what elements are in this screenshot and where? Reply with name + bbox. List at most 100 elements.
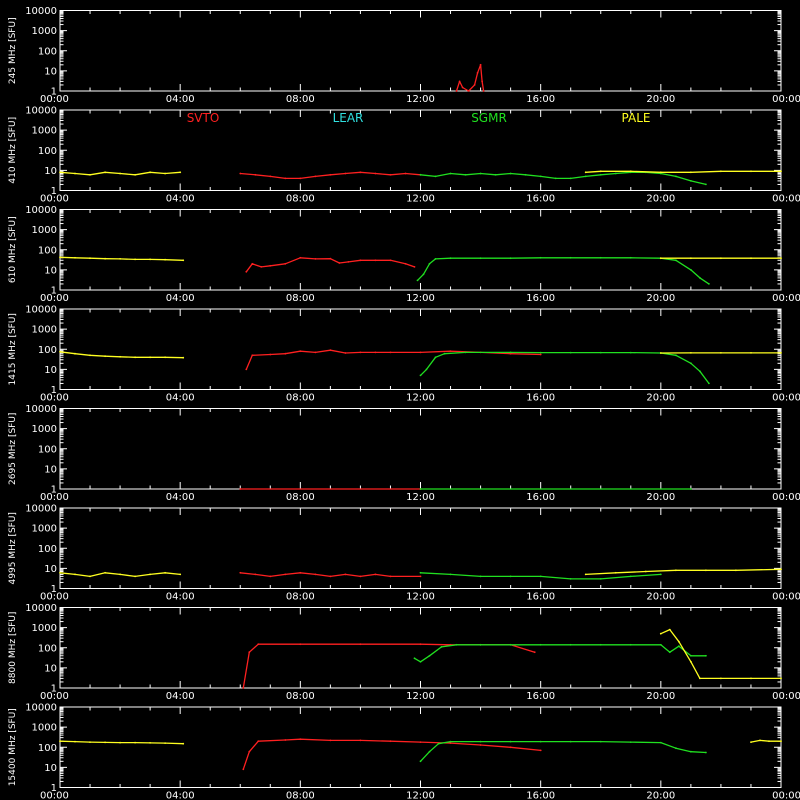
x-tick-label: 12:00 [406,791,435,800]
data-point-pale [104,741,106,744]
legend-pale: PALE [622,111,651,125]
x-tick-label: 16:00 [526,393,555,404]
data-point-sgmr [599,643,602,646]
data-point-pale [768,740,770,743]
series-line-pale [585,170,781,173]
data-point-svto [299,350,302,353]
x-tick-label: 20:00 [646,791,675,800]
data-point-svto [539,749,542,752]
data-point-sgmr [690,180,692,182]
data-point-sgmr [455,643,458,646]
x-tick-label: 04:00 [166,791,195,800]
data-point-svto [404,262,407,265]
data-point-pale [699,677,701,680]
data-point-sgmr [690,269,692,271]
x-tick-label: 16:00 [526,592,555,603]
data-point-sgmr [524,173,527,176]
data-point-pale [750,170,752,173]
data-point-sgmr [668,651,671,654]
data-point-pale [74,740,76,743]
x-tick-label: 04:00 [166,393,195,404]
data-point-svto [458,80,461,83]
data-point-sgmr [419,571,422,574]
data-point-svto [404,172,407,175]
data-point-sgmr [509,257,512,260]
data-point-sgmr [629,741,632,743]
x-tick-label: 00:00 [772,492,800,503]
data-point-sgmr [569,578,572,580]
x-tick-label: 20:00 [646,293,675,304]
data-point-pale [182,356,185,359]
x-tick-label: 08:00 [286,592,315,603]
data-point-svto [389,740,392,743]
data-point-svto [481,80,483,83]
data-point-pale [59,571,61,574]
series-line-svto [455,64,485,92]
data-point-sgmr [509,172,512,175]
y-axis-label: 15400 MHz [SFU] [8,708,18,786]
x-tick-label: 00:00 [772,691,800,702]
data-point-pale [119,172,121,175]
data-point-sgmr [443,352,446,355]
data-point-pale [750,352,752,354]
x-tick-label: 12:00 [406,592,435,603]
y-tick-label: 1000 [32,723,57,734]
x-tick-label: 20:00 [646,592,675,603]
x-tick-label: 20:00 [646,194,675,205]
data-point-sgmr [509,575,512,578]
panel-frame [59,308,782,390]
data-point-pale [182,259,185,262]
data-point-svto [269,575,272,578]
data-point-pale [134,258,137,261]
data-point-sgmr [449,573,452,576]
data-point-pale [182,742,185,745]
data-point-sgmr [569,351,572,354]
data-point-pale [89,354,91,357]
data-point-pale [759,739,761,742]
data-point-svto [509,746,512,749]
data-point-svto [479,63,482,66]
x-tick-label: 04:00 [166,492,195,503]
data-point-pale [780,568,782,571]
data-point-sgmr [569,740,572,743]
data-point-svto [482,90,485,92]
x-tick-label: 16:00 [526,94,555,105]
data-point-svto [473,84,476,86]
data-point-sgmr [629,575,632,578]
data-point-sgmr [599,173,602,176]
series-line-sgmr [420,171,707,186]
y-tick-label: 100 [38,146,57,157]
data-point-svto [260,266,263,268]
data-point-sgmr [422,273,425,276]
data-point-pale [119,573,121,576]
data-point-sgmr [659,643,662,646]
y-tick-label: 1000 [32,524,57,535]
x-tick-label: 04:00 [166,194,195,205]
data-point-pale [134,356,137,359]
y-tick-label: 10000 [25,6,57,17]
data-point-svto [449,350,452,353]
data-point-sgmr [434,175,437,178]
data-point-pale [104,571,106,574]
x-tick-label: 08:00 [286,94,315,105]
x-tick-label: 12:00 [406,293,435,304]
chart-legend: SVTO LEAR SGMR PALE [187,111,651,125]
data-point-sgmr [428,654,431,657]
data-point-svto [359,351,362,354]
y-tick-label: 1000 [32,126,57,137]
data-point-sgmr [479,740,482,743]
x-tick-label: 00:00 [772,293,800,304]
data-point-sgmr [690,488,692,490]
series-line-sgmr [414,644,706,663]
data-point-svto [389,351,392,354]
data-point-svto [284,352,287,355]
data-point-sgmr [614,172,617,175]
data-point-sgmr [509,740,512,743]
data-point-sgmr [690,750,692,753]
data-point-sgmr [690,362,692,365]
data-point-pale [164,742,167,744]
data-point-pale [780,677,782,680]
y-tick-label: 10000 [25,703,57,714]
